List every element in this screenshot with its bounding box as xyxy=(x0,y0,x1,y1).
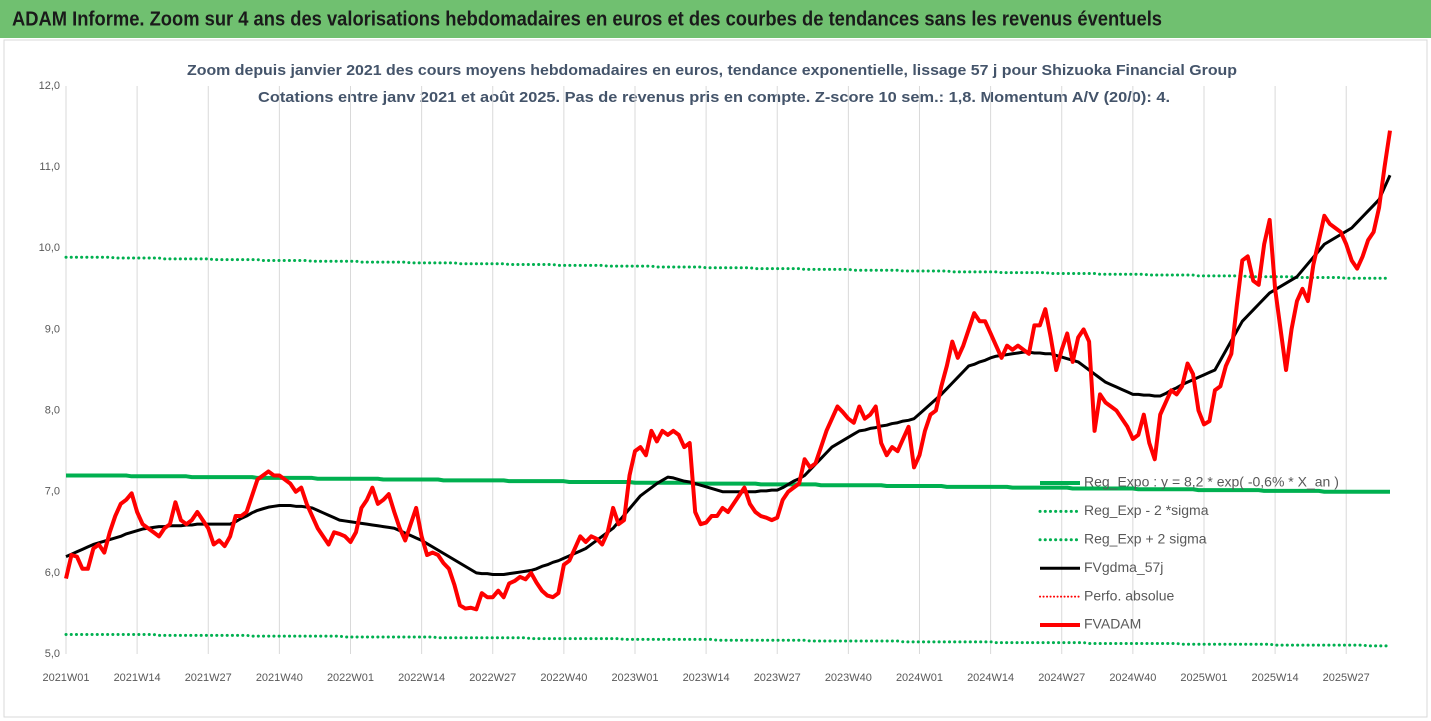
y-tick-label: 5,0 xyxy=(45,648,60,660)
legend-label: FVgdma_57j xyxy=(1084,559,1163,575)
x-tick-label: 2023W14 xyxy=(683,672,730,684)
x-tick-label: 2021W14 xyxy=(114,672,161,684)
y-tick-label: 6,0 xyxy=(45,567,60,579)
chart-title: Zoom depuis janvier 2021 des cours moyen… xyxy=(187,62,1237,79)
legend-label: Reg_Expo : y = 8,2 * exp( -0,6% * X_an ) xyxy=(1084,474,1339,490)
chart-frame xyxy=(3,39,1428,718)
plot xyxy=(64,130,1392,648)
y-tick-label: 12,0 xyxy=(39,80,60,92)
legend-label: Reg_Exp + 2 sigma xyxy=(1084,531,1207,547)
legend-label: Reg_Exp - 2 *sigma xyxy=(1084,502,1209,518)
x-tick-label: 2025W27 xyxy=(1323,672,1370,684)
x-tick-label: 2024W27 xyxy=(1038,672,1085,684)
legend-label: Perfo. absolue xyxy=(1084,587,1174,603)
x-tick-label: 2021W27 xyxy=(185,672,232,684)
x-tick-label: 2022W27 xyxy=(469,672,516,684)
series-line xyxy=(66,473,1390,494)
header-bar xyxy=(0,0,1431,38)
y-tick-label: 10,0 xyxy=(39,242,60,254)
x-tick-label: 2023W01 xyxy=(611,672,658,684)
y-tick-label: 7,0 xyxy=(45,486,60,498)
x-tick-label: 2022W40 xyxy=(540,672,587,684)
legend-label: FVADAM xyxy=(1084,616,1141,632)
header-title: ADAM Informe. Zoom sur 4 ans des valoris… xyxy=(12,8,1162,30)
x-tick-label: 2021W01 xyxy=(42,672,89,684)
x-tick-label: 2025W14 xyxy=(1252,672,1299,684)
x-tick-label: 2024W01 xyxy=(896,672,943,684)
x-tick-label: 2021W40 xyxy=(256,672,303,684)
x-tick-label: 2023W40 xyxy=(825,672,872,684)
legend: Reg_Expo : y = 8,2 * exp( -0,6% * X_an )… xyxy=(1038,474,1339,632)
x-tick-label: 2022W14 xyxy=(398,672,445,684)
chart-subtitle: Cotations entre janv 2021 et août 2025. … xyxy=(258,89,1170,106)
x-tick-label: 2024W40 xyxy=(1109,672,1156,684)
y-tick-label: 9,0 xyxy=(45,323,60,335)
series-line xyxy=(64,633,1392,648)
x-tick-label: 2024W14 xyxy=(967,672,1014,684)
x-tick-label: 2025W01 xyxy=(1180,672,1227,684)
x-tick-label: 2022W01 xyxy=(327,672,374,684)
grid: 5,0 6,0 7,0 8,0 9,0 10,0 11,0 12,0 2021W01 2021W1… xyxy=(39,80,1370,684)
x-tick-label: 2023W27 xyxy=(754,672,801,684)
y-tick-label: 11,0 xyxy=(39,161,60,173)
series-line xyxy=(64,130,1392,612)
y-tick-label: 8,0 xyxy=(45,404,60,416)
